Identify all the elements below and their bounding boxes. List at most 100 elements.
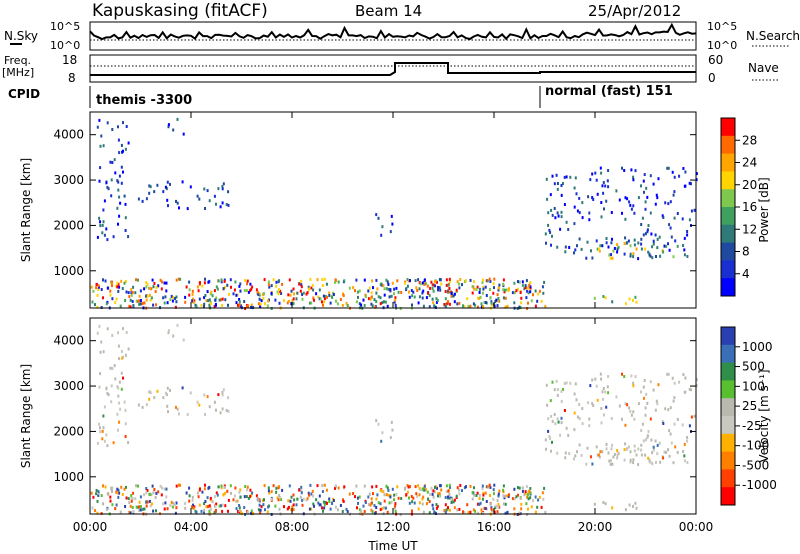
colorbar-swatch [721,469,735,488]
velocity-cell [281,488,284,492]
power-cell [559,227,562,231]
power-cell [354,289,356,293]
power-cell [536,299,539,303]
velocity-cell [104,485,107,489]
power-cell [489,279,492,283]
velocity-cell [633,417,636,421]
power-cell [428,294,431,297]
velocity-cell [655,461,657,464]
velocity-cell [534,510,537,514]
power-cell [163,301,166,305]
colorbar-swatch [721,398,735,417]
velocity-cell [315,498,318,502]
power-cell [421,281,424,285]
velocity-cell [306,497,309,501]
power-cell [453,300,456,304]
power-cell [662,250,665,254]
colorbar-swatch [721,135,735,155]
velocity-cell [684,376,687,380]
velocity-cell [200,509,203,513]
power-cell [643,173,646,176]
power-cell [493,286,495,290]
power-cell [116,285,119,289]
power-cell [438,286,441,290]
velocity-cell [485,500,488,503]
velocity-cell [199,487,201,491]
power-cell [387,282,390,286]
velocity-cell [381,431,384,435]
velocity-cell [145,504,148,508]
power-cell [98,216,101,220]
power-cell [410,289,413,292]
velocity-cell [672,399,675,403]
power-cell [259,302,262,306]
velocity-cell [148,397,151,401]
velocity-cell [667,372,670,376]
power-cell [292,287,295,291]
velocity-cell [356,496,359,500]
velocity-cell [175,501,178,505]
power-cell [556,211,559,215]
velocity-cell [174,511,177,515]
power-cell [125,290,128,294]
power-cell [489,288,491,291]
power-cell [602,191,605,195]
power-cell [117,222,119,226]
power-cell [626,197,629,201]
power-cell [390,294,393,298]
power-cell [623,252,626,256]
velocity-cell [102,350,105,354]
velocity-cell [632,458,635,462]
power-cell [221,297,224,301]
velocity-cell [621,417,623,421]
velocity-cell [388,501,391,505]
power-cell [670,235,673,239]
power-cell [400,291,403,294]
power-cell [545,177,548,181]
power-cell [615,189,618,193]
power-cell [270,284,273,288]
power-cell [668,248,671,252]
velocity-cell [646,434,649,438]
velocity-cell [118,491,121,495]
velocity-cell [103,405,106,409]
velocity-cell [375,419,378,423]
velocity-cell [527,491,530,495]
colorbar-swatch [721,242,735,261]
power-cell [105,181,108,185]
x-tick-label: 16:00 [477,520,512,534]
power-cell [175,199,177,203]
velocity-cell [307,491,310,495]
velocity-cell [616,456,619,460]
velocity-cell [630,413,633,417]
velocity-cell [159,484,162,488]
velocity-cell [668,454,671,458]
power-cell [149,185,152,189]
nsearch-tick-top: 10^5 [707,20,737,33]
power-cell [334,278,337,282]
velocity-cell [95,489,98,492]
velocity-cell [481,497,484,501]
velocity-cell [220,484,223,488]
velocity-cell [204,413,206,416]
power-cell [216,287,219,291]
power-cell [506,304,509,308]
power-cell [652,239,655,243]
power-cell [124,147,127,151]
power-cell [164,295,167,299]
velocity-cell [346,510,349,513]
velocity-cell [637,447,640,451]
velocity-cell [256,496,259,500]
power-cell [114,171,117,175]
velocity-cell [421,497,424,501]
velocity-cell [283,505,285,509]
power-cell [450,294,453,298]
power-cell [394,303,397,307]
power-cell [309,277,312,281]
velocity-cell [449,485,451,489]
velocity-cell [556,451,559,455]
power-cell [563,175,566,179]
power-cell [574,176,577,180]
velocity-cell [162,502,165,506]
velocity-cell [172,501,175,505]
